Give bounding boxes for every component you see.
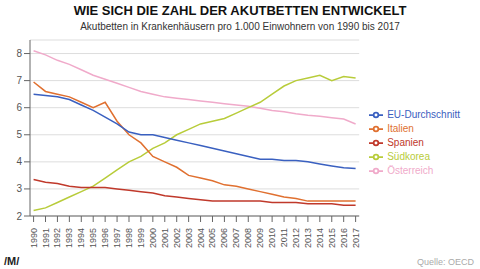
html-text:Österreich: Österreich [387, 164, 434, 176]
html-text:Akutbetten in Krankenhäusern p: Akutbetten in Krankenhäusern pro 1.000 E… [80, 21, 400, 32]
svg-text:2: 2 [16, 211, 22, 222]
svg-text:2002: 2002 [172, 228, 182, 248]
svg-text:1992: 1992 [52, 228, 62, 248]
svg-text:2006: 2006 [219, 228, 229, 248]
svg-text:2010: 2010 [267, 228, 277, 248]
html-text:Italien: Italien [387, 122, 414, 134]
svg-text:2014: 2014 [315, 228, 325, 248]
svg-text:2017: 2017 [351, 228, 361, 248]
svg-text:2005: 2005 [207, 228, 217, 248]
svg-text:6: 6 [16, 102, 22, 113]
svg-text:7: 7 [16, 75, 22, 86]
svg-text:8: 8 [16, 48, 22, 59]
svg-text:2004: 2004 [196, 228, 206, 248]
html-text:Quelle: OECD: Quelle: OECD [417, 257, 474, 267]
html-text:/M/: /M/ [4, 255, 20, 267]
html-text:Spanien: Spanien [387, 136, 424, 148]
svg-text:1998: 1998 [124, 228, 134, 248]
svg-text:3: 3 [16, 183, 22, 194]
svg-text:1995: 1995 [88, 228, 98, 248]
svg-text:2001: 2001 [160, 228, 170, 248]
svg-text:2007: 2007 [231, 228, 241, 248]
svg-text:1997: 1997 [112, 228, 122, 248]
html-text:EU-Durchschnitt: EU-Durchschnitt [387, 108, 460, 120]
svg-text:1996: 1996 [100, 228, 110, 248]
html-text:Südkorea: Südkorea [387, 150, 430, 162]
svg-text:1990: 1990 [29, 228, 39, 248]
svg-text:2008: 2008 [243, 228, 253, 248]
svg-text:2000: 2000 [148, 228, 158, 248]
svg-text:4: 4 [16, 156, 22, 167]
svg-text:2012: 2012 [291, 228, 301, 248]
svg-text:1999: 1999 [136, 228, 146, 248]
svg-text:2009: 2009 [255, 228, 265, 248]
html-text:WIE SICH DIE ZAHL DER AKUTBETT: WIE SICH DIE ZAHL DER AKUTBETTEN ENTWICK… [73, 3, 407, 18]
svg-text:5: 5 [16, 129, 22, 140]
svg-text:2011: 2011 [279, 228, 289, 247]
svg-text:1994: 1994 [76, 228, 86, 248]
svg-text:2013: 2013 [303, 228, 313, 248]
svg-text:1993: 1993 [64, 228, 74, 248]
svg-text:2015: 2015 [327, 228, 337, 248]
svg-text:2003: 2003 [184, 228, 194, 248]
svg-text:2016: 2016 [339, 228, 349, 248]
svg-text:1991: 1991 [41, 228, 51, 248]
